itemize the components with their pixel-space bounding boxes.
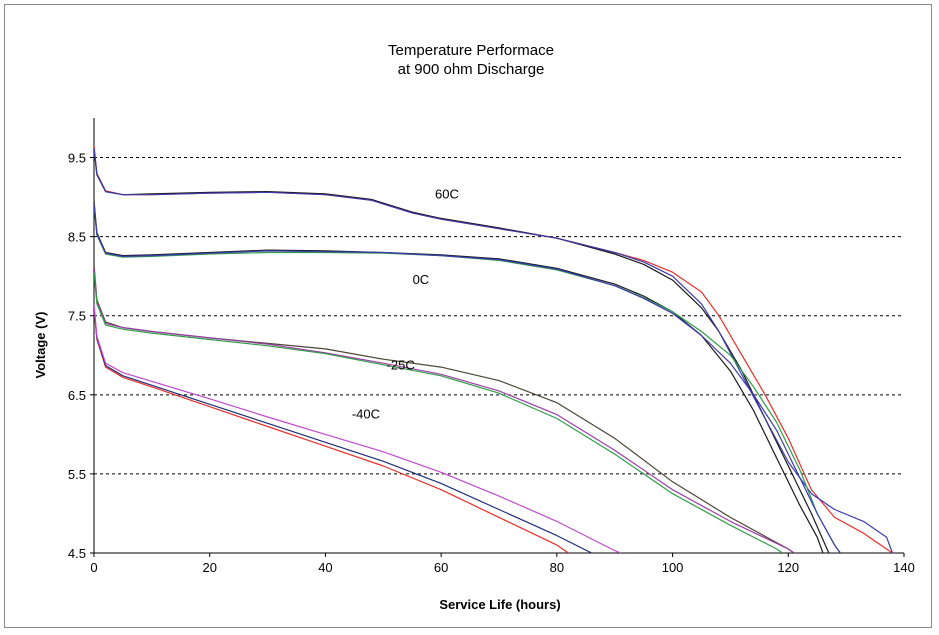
series-label-0: 60C: [435, 187, 459, 202]
x-tick-label-5: 100: [662, 560, 684, 575]
x-tick-label-1: 20: [202, 560, 216, 575]
series-line-60C-3: [94, 148, 893, 553]
series-lines: [94, 145, 893, 553]
x-tick-label-2: 40: [318, 560, 332, 575]
grid-lines: [94, 157, 904, 475]
series-label-2: -25C: [387, 358, 415, 373]
series-line--25C-3: [94, 272, 783, 553]
chart-title: Temperature Performace: [388, 42, 554, 59]
y-tick-label-5: 9.5: [68, 151, 86, 166]
y-tick-label-1: 5.5: [68, 467, 86, 482]
chart-subtitle: at 900 ohm Discharge: [398, 61, 545, 78]
y-axis-title: Voltage (V): [33, 312, 48, 379]
series-label-3: -40C: [352, 407, 380, 422]
series-labels: 60C 0C -25C -40C: [352, 187, 459, 422]
y-tick-label-4: 8.5: [68, 230, 86, 245]
series-line-0C-3: [94, 203, 841, 553]
x-axis-title: Service Life (hours): [439, 597, 560, 612]
axes: [93, 118, 904, 554]
x-tick-label-0: 0: [90, 560, 97, 575]
x-tick-label-7: 140: [893, 560, 915, 575]
series-label-1: 0C: [413, 272, 430, 287]
y-tick-label-0: 4.5: [68, 546, 86, 561]
x-tick-label-4: 80: [550, 560, 564, 575]
x-tick-label-3: 60: [434, 560, 448, 575]
y-tick-label-3: 7.5: [68, 309, 86, 324]
x-tick-label-6: 120: [777, 560, 799, 575]
series-line--40C-2: [94, 306, 592, 553]
series-line-0C-1: [94, 200, 824, 553]
series-line-0C-2: [94, 204, 841, 553]
series-line--40C-3: [94, 304, 621, 553]
series-line-60C-1: [94, 145, 893, 553]
y-tick-label-2: 6.5: [68, 388, 86, 403]
series-line--25C-2: [94, 268, 795, 553]
discharge-chart: Temperature Performace at 900 ohm Discha…: [33, 42, 915, 612]
series-line--25C-1: [94, 264, 795, 553]
tick-labels: 4.5 5.5 6.5 7.5 8.5 9.5 0 20 40 60 80 100 120 140: [68, 151, 915, 575]
series-line--40C-1: [94, 307, 569, 553]
chart-frame: Temperature Performace at 900 ohm Discha…: [4, 4, 932, 628]
